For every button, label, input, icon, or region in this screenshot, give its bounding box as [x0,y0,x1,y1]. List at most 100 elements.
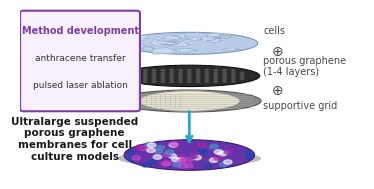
Circle shape [244,150,252,155]
Circle shape [187,78,191,80]
Circle shape [163,163,172,167]
Circle shape [224,160,232,164]
Text: ⊕: ⊕ [272,45,283,59]
Circle shape [197,143,206,148]
Circle shape [147,143,156,147]
Circle shape [240,78,244,80]
Circle shape [135,72,138,74]
Circle shape [198,148,206,153]
Polygon shape [162,41,176,45]
Text: porous graphene
(1-4 layers): porous graphene (1-4 layers) [263,56,346,77]
Ellipse shape [117,150,261,167]
Circle shape [187,81,191,82]
Circle shape [162,153,170,157]
Circle shape [214,69,218,71]
Circle shape [147,148,155,153]
Polygon shape [162,35,181,40]
Circle shape [196,69,200,71]
Circle shape [156,146,165,150]
Circle shape [246,155,254,159]
Circle shape [223,75,226,77]
Text: Method development: Method development [22,26,138,36]
Circle shape [223,81,226,82]
Circle shape [218,151,227,156]
Polygon shape [213,35,230,39]
Circle shape [161,78,165,80]
Circle shape [161,75,165,77]
Polygon shape [156,39,181,45]
Circle shape [232,75,235,77]
Circle shape [184,163,193,168]
Circle shape [186,155,195,159]
Circle shape [232,69,235,71]
Circle shape [205,69,209,71]
Polygon shape [141,47,154,50]
Polygon shape [207,33,228,38]
Circle shape [232,78,235,80]
Circle shape [161,69,165,71]
Circle shape [148,160,157,164]
Circle shape [193,155,201,160]
Circle shape [165,150,174,154]
Circle shape [232,72,235,74]
Text: pulsed laser ablation: pulsed laser ablation [33,81,128,91]
Polygon shape [131,35,147,42]
Circle shape [140,146,148,150]
Circle shape [135,75,138,77]
Circle shape [220,162,228,167]
Circle shape [179,164,187,168]
Circle shape [223,72,226,74]
Circle shape [154,149,163,154]
Circle shape [196,81,200,82]
Circle shape [205,72,209,74]
Circle shape [152,75,156,77]
Circle shape [152,149,161,153]
Circle shape [214,81,218,82]
Circle shape [214,78,218,80]
Circle shape [169,143,178,147]
Text: Ultralarge suspended
porous graphene
membranes for cell
culture models: Ultralarge suspended porous graphene mem… [11,117,138,162]
Circle shape [214,75,218,77]
Circle shape [152,81,156,82]
Polygon shape [183,37,203,41]
Circle shape [188,154,196,159]
Circle shape [170,78,174,80]
Circle shape [144,78,147,80]
Circle shape [135,78,138,80]
Circle shape [170,75,174,77]
Circle shape [214,72,218,74]
Polygon shape [125,45,152,50]
Circle shape [128,150,136,155]
Circle shape [179,69,182,71]
Circle shape [172,163,181,167]
Circle shape [240,75,244,77]
Circle shape [177,157,185,162]
Ellipse shape [138,91,240,111]
Circle shape [189,154,197,158]
Ellipse shape [117,90,261,112]
Circle shape [141,163,150,167]
Circle shape [196,75,200,77]
Circle shape [179,155,187,160]
Polygon shape [173,34,187,39]
Circle shape [132,156,140,160]
Text: ⊕: ⊕ [272,84,283,98]
Polygon shape [153,48,177,54]
Circle shape [200,150,208,155]
Circle shape [177,160,186,164]
Circle shape [196,78,200,80]
Circle shape [144,81,147,82]
Circle shape [163,152,171,157]
Polygon shape [219,34,231,38]
Circle shape [175,159,184,164]
Ellipse shape [124,140,255,170]
Polygon shape [223,48,242,51]
Circle shape [214,156,223,160]
Circle shape [170,72,174,74]
Circle shape [152,78,156,80]
Text: cells: cells [263,26,285,36]
Circle shape [162,162,171,166]
Circle shape [144,72,147,74]
Text: supportive grid: supportive grid [263,101,338,111]
Circle shape [145,142,154,147]
